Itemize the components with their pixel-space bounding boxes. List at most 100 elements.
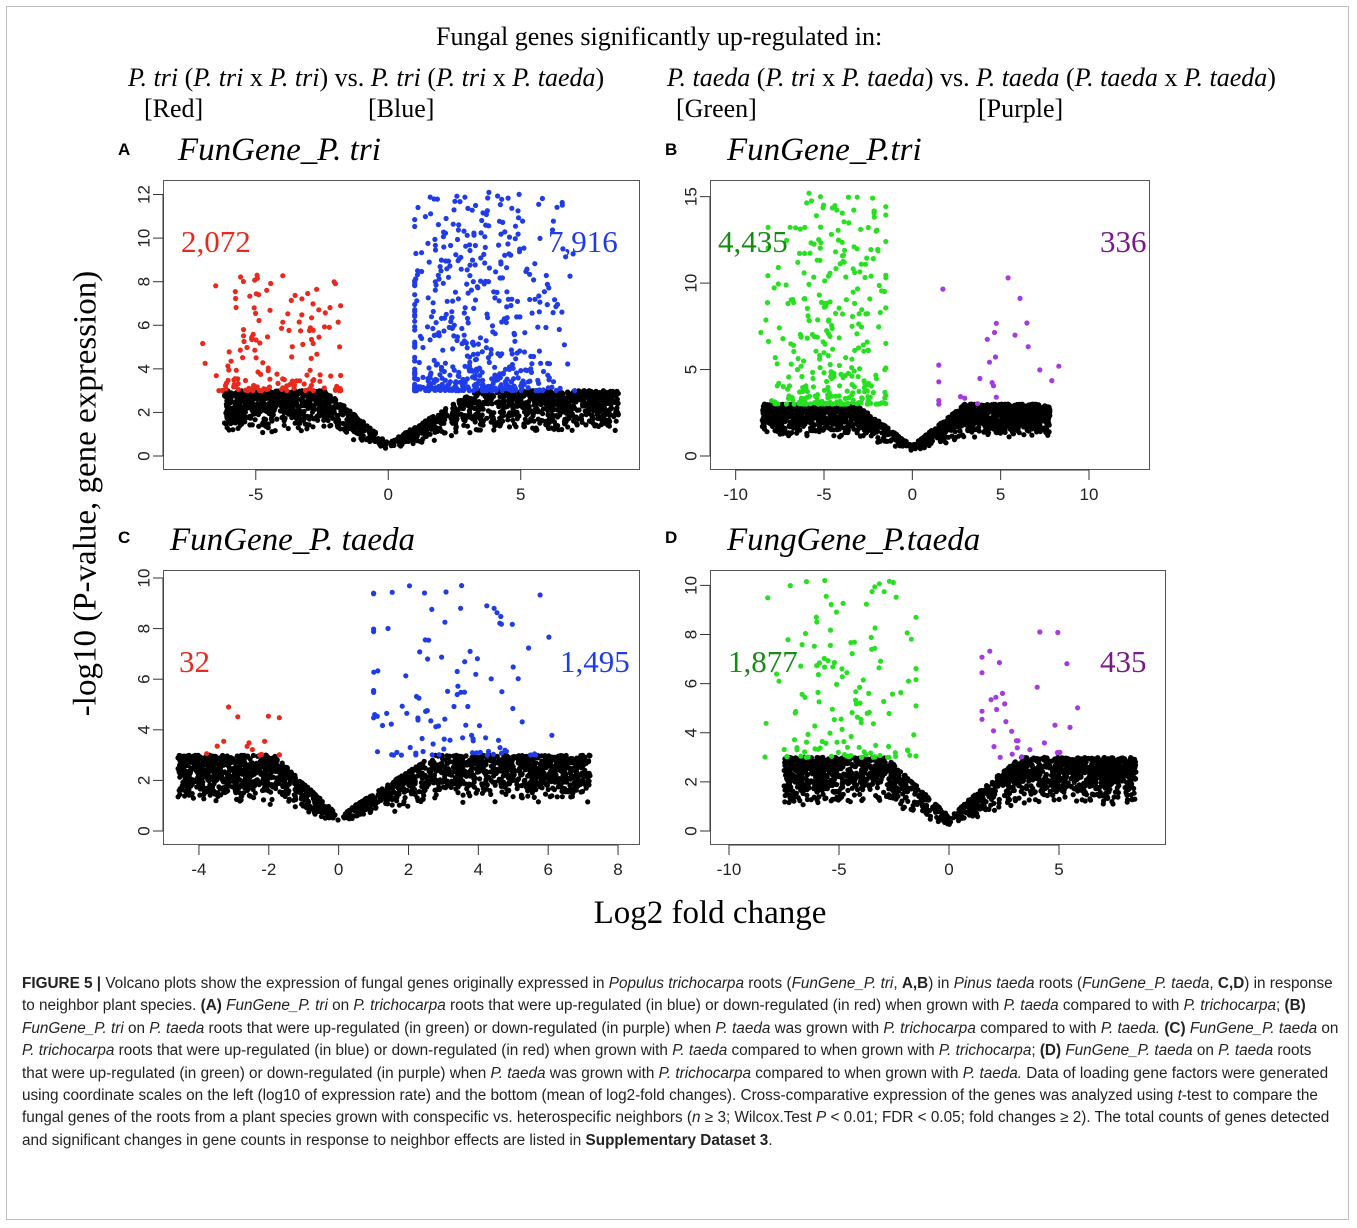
point-blue bbox=[506, 364, 513, 370]
point-ns bbox=[243, 415, 249, 421]
point-ns bbox=[303, 414, 309, 420]
point-blue bbox=[527, 296, 533, 303]
point-green bbox=[813, 213, 819, 219]
point-ns bbox=[888, 438, 894, 444]
point-ns bbox=[567, 413, 574, 419]
point-blue bbox=[502, 229, 508, 235]
point-ns bbox=[450, 401, 457, 407]
point-ns bbox=[274, 416, 280, 422]
point-ns bbox=[920, 436, 926, 442]
point-red bbox=[247, 293, 253, 299]
point-blue bbox=[537, 235, 543, 241]
point-ns bbox=[1006, 411, 1012, 417]
point-green bbox=[808, 198, 815, 204]
point-blue bbox=[453, 380, 459, 386]
point-green bbox=[806, 281, 812, 287]
point-blue bbox=[415, 204, 421, 211]
point-green bbox=[849, 356, 855, 362]
point-ns bbox=[822, 420, 828, 426]
point-green bbox=[797, 399, 803, 405]
point-red bbox=[292, 292, 298, 298]
point-blue bbox=[515, 231, 521, 237]
point-green bbox=[825, 384, 831, 390]
point-purple bbox=[993, 320, 999, 326]
point-green bbox=[879, 288, 885, 294]
point-green bbox=[841, 219, 847, 225]
point-ns bbox=[433, 426, 439, 432]
point-blue bbox=[498, 261, 504, 267]
point-ns bbox=[285, 405, 291, 411]
point-red bbox=[219, 387, 225, 394]
point-red bbox=[249, 336, 255, 342]
point-ns bbox=[259, 398, 265, 404]
point-ns bbox=[612, 427, 618, 433]
x-tick-label: 5 bbox=[516, 485, 525, 504]
point-ns bbox=[830, 406, 836, 412]
point-red bbox=[225, 363, 231, 369]
point-ns bbox=[497, 402, 503, 408]
point-blue bbox=[505, 241, 511, 247]
point-green bbox=[794, 367, 801, 373]
point-red bbox=[338, 372, 344, 379]
point-blue bbox=[493, 269, 499, 275]
point-green bbox=[786, 383, 793, 389]
point-ns bbox=[863, 428, 869, 435]
point-ns bbox=[338, 406, 344, 412]
count-label-left: 4,435 bbox=[718, 224, 788, 259]
count-label-right: 336 bbox=[1100, 224, 1147, 259]
panel-letter-c: C bbox=[118, 528, 131, 547]
point-green bbox=[775, 281, 781, 287]
point-blue bbox=[478, 230, 484, 236]
point-green bbox=[856, 388, 862, 394]
point-ns bbox=[586, 404, 592, 410]
point-ns bbox=[969, 418, 975, 425]
point-ns bbox=[285, 411, 292, 417]
point-blue bbox=[412, 339, 418, 345]
point-blue bbox=[456, 222, 462, 228]
point-blue bbox=[482, 234, 488, 240]
point-green bbox=[843, 401, 849, 407]
header-tag-blue: [Blue] bbox=[368, 94, 435, 123]
point-red bbox=[233, 367, 239, 373]
point-green bbox=[764, 300, 771, 306]
point-green bbox=[824, 328, 830, 334]
point-red bbox=[258, 371, 264, 377]
point-ns bbox=[917, 444, 923, 450]
point-blue bbox=[415, 376, 421, 382]
point-ns bbox=[804, 433, 810, 439]
point-red bbox=[253, 310, 259, 316]
point-blue bbox=[501, 316, 507, 322]
point-ns bbox=[292, 393, 298, 399]
point-blue bbox=[434, 361, 440, 367]
point-ns bbox=[530, 425, 536, 431]
y-tick-label: 10 bbox=[681, 274, 700, 293]
point-ns bbox=[559, 390, 565, 396]
point-blue bbox=[556, 326, 562, 333]
point-blue bbox=[412, 388, 418, 394]
point-ns bbox=[516, 398, 522, 404]
point-blue bbox=[508, 379, 514, 385]
point-green bbox=[817, 352, 823, 359]
point-blue bbox=[417, 333, 423, 339]
point-blue bbox=[529, 310, 535, 316]
point-green bbox=[862, 274, 868, 281]
point-ns bbox=[820, 427, 826, 433]
point-blue bbox=[430, 300, 436, 306]
point-ns bbox=[247, 415, 253, 421]
point-green bbox=[864, 311, 871, 317]
point-green bbox=[855, 374, 861, 380]
point-blue bbox=[448, 318, 454, 325]
point-ns bbox=[290, 401, 296, 407]
point-green bbox=[877, 309, 883, 316]
y-tick-label: 5 bbox=[681, 365, 700, 374]
point-blue bbox=[464, 281, 470, 287]
point-blue bbox=[543, 272, 549, 279]
point-ns bbox=[855, 426, 861, 432]
point-blue bbox=[454, 236, 461, 243]
point-green bbox=[813, 348, 819, 354]
point-blue bbox=[514, 298, 521, 304]
point-green bbox=[791, 348, 797, 355]
point-ns bbox=[301, 408, 307, 414]
point-blue bbox=[452, 289, 458, 295]
point-ns bbox=[281, 422, 287, 428]
